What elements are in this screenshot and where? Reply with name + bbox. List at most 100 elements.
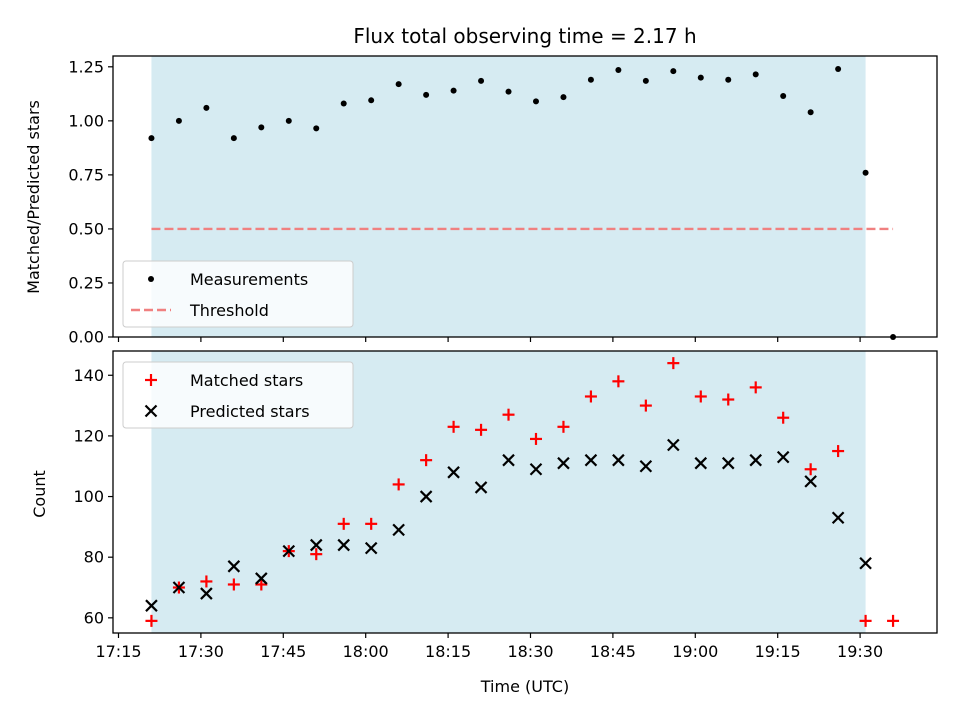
predicted-star-point [309, 538, 323, 552]
matched-star-point [777, 411, 790, 424]
matched-star-point [859, 614, 872, 627]
matched-star-point [804, 463, 817, 476]
axes-frame [112, 55, 938, 338]
x-tick-label: 17:30 [178, 642, 224, 661]
matched-star-point [639, 399, 652, 412]
x-tick-label: 19:30 [837, 642, 883, 661]
measurement-point [835, 65, 842, 72]
chart-title: Flux total observing time = 2.17 h [353, 24, 696, 48]
measurement-point [395, 81, 402, 88]
legend: Measurements Threshold [122, 260, 354, 328]
predicted-star-point [612, 453, 625, 467]
legend-box [122, 361, 354, 429]
matched-star-point [529, 432, 542, 445]
measurement-point [697, 74, 704, 81]
y-tick-label: 120 [73, 426, 104, 445]
matched-star-point [667, 357, 680, 370]
predicted-star-point [227, 560, 241, 573]
bottom-y-axis-label: Count [30, 470, 49, 518]
predicted-star-point [447, 466, 460, 479]
predicted-star-point [474, 481, 488, 494]
measurement-point [780, 92, 787, 99]
matched-star-point [832, 445, 845, 458]
matched-star-point [310, 548, 323, 561]
measurement-point [175, 117, 182, 124]
predicted-star-point [502, 453, 515, 467]
top-y-axis-label: Matched/Predicted stars [24, 100, 43, 294]
y-tick-label: 60 [84, 608, 104, 627]
measurement-point [340, 100, 347, 107]
matched-star-point [584, 390, 597, 403]
x-tick-label: 18:45 [590, 642, 636, 661]
legend-label: Measurements [190, 270, 308, 289]
axes-frame [112, 350, 938, 634]
matched-star-point [337, 517, 350, 530]
matched-star-point [722, 393, 735, 406]
measurement-point [368, 97, 375, 104]
matched-star-point [557, 420, 570, 433]
x-tick-label: 19:00 [672, 642, 718, 661]
predicted-star-point [419, 490, 433, 503]
measurement-point [258, 124, 265, 131]
measurement-point [532, 98, 539, 105]
predicted-star-point [557, 456, 570, 470]
matched-star-point [694, 390, 707, 403]
measurement-point [615, 67, 622, 74]
predicted-star-point [337, 538, 350, 552]
measurement-point [505, 88, 512, 95]
x-tick-label: 18:00 [343, 642, 389, 661]
predicted-star-point [172, 581, 186, 594]
y-tick-label: 0.50 [68, 219, 104, 238]
matched-star-point [255, 578, 268, 591]
legend-entry: Measurements [148, 270, 308, 289]
predicted-star-point [529, 462, 543, 476]
predicted-star-point [776, 450, 790, 464]
x-tick-label: 17:45 [260, 642, 306, 661]
matched-star-point [365, 517, 378, 530]
measurement-point [807, 109, 814, 116]
y-tick-label: 0.00 [68, 328, 104, 347]
matched-star-point [612, 375, 625, 388]
predicted-star-point [255, 572, 268, 585]
plot-area [145, 357, 900, 627]
matched-star-point [392, 478, 405, 491]
measurement-point [203, 104, 210, 111]
x-tick-label: 18:30 [507, 642, 553, 661]
predicted-star-point [639, 459, 653, 473]
measurement-point [587, 76, 594, 83]
matched-star-point [200, 575, 213, 588]
predicted-star-point [721, 456, 735, 470]
y-tick-label: 80 [84, 548, 104, 567]
y-tick-label: 1.00 [68, 111, 104, 130]
x-tick-label: 17:15 [95, 642, 141, 661]
measurement-point [478, 77, 485, 84]
legend-x-marker [144, 404, 158, 418]
y-tick-label: 140 [73, 366, 104, 385]
predicted-star-point [831, 511, 845, 525]
legend-entry: Matched stars [145, 371, 303, 390]
matched-star-point [475, 423, 488, 436]
predicted-star-point [200, 587, 213, 600]
predicted-star-point [584, 453, 598, 467]
legend-entry: Predicted stars [144, 402, 310, 421]
legend-label: Predicted stars [190, 402, 310, 421]
measurement-point [670, 68, 677, 75]
legend: Matched stars Predicted stars [122, 361, 354, 429]
predicted-star-point [392, 523, 405, 537]
predicted-star-point [364, 541, 378, 555]
legend-box [122, 260, 354, 328]
predicted-star-point [667, 438, 680, 452]
measurement-point [148, 135, 155, 142]
predicted-star-point [859, 556, 872, 570]
measurement-point [423, 91, 430, 98]
measurement-point [862, 169, 869, 176]
predicted-star-point [694, 456, 708, 470]
legend-label: Matched stars [190, 371, 303, 390]
x-tick-label: 18:15 [425, 642, 471, 661]
x-tick-label: 19:15 [755, 642, 801, 661]
measurement-point [313, 125, 320, 132]
matched-star-point [420, 454, 433, 467]
x-axis-label: Time (UTC) [480, 677, 569, 696]
matched-star-point [887, 614, 900, 627]
